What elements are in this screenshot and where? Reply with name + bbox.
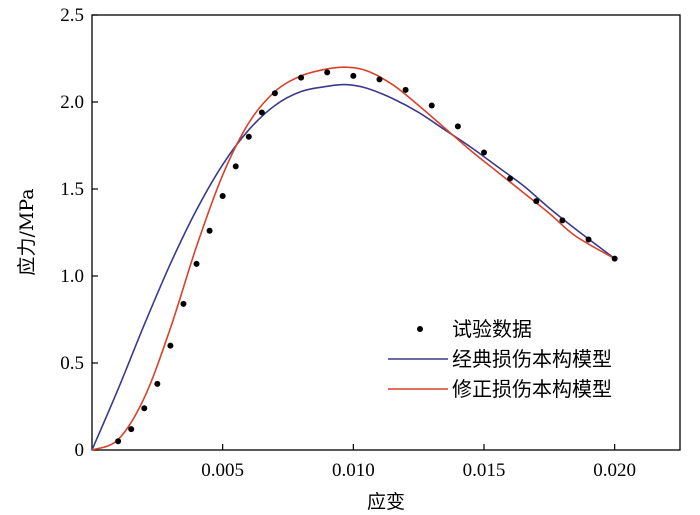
x-tick-label: 0.010 bbox=[332, 460, 375, 481]
test-data-point bbox=[154, 380, 161, 387]
test-data-point bbox=[258, 109, 265, 116]
legend-label-test-data: 试验数据 bbox=[452, 317, 532, 341]
test-data-point bbox=[245, 133, 252, 140]
test-data-point bbox=[324, 69, 331, 76]
test-data-point bbox=[507, 175, 514, 182]
test-data-point bbox=[193, 260, 200, 267]
test-data-point bbox=[611, 255, 618, 262]
test-data-point bbox=[559, 217, 566, 224]
x-tick-label: 0.020 bbox=[593, 460, 636, 481]
test-data-point bbox=[206, 227, 213, 234]
legend-marker-test-data bbox=[417, 326, 423, 332]
y-tick-label: 1.0 bbox=[60, 266, 84, 287]
test-data-point bbox=[232, 163, 239, 170]
classic-model-line bbox=[91, 83, 616, 451]
test-data-point bbox=[481, 149, 487, 156]
test-data-point bbox=[271, 90, 278, 97]
test-data-point bbox=[428, 102, 435, 109]
y-tick-label: 2.5 bbox=[60, 5, 84, 26]
x-axis-ticks: 0.005 0.010 0.015 0.020 bbox=[201, 444, 636, 481]
test-data-point bbox=[585, 236, 592, 243]
plot-frame bbox=[91, 14, 681, 451]
test-data-point bbox=[167, 342, 174, 349]
modified-model-line bbox=[91, 66, 616, 451]
test-data-point bbox=[115, 438, 122, 445]
y-axis-title: 应力/MPa bbox=[16, 188, 38, 275]
x-tick-label: 0.015 bbox=[463, 460, 506, 481]
x-axis-title: 应变 bbox=[367, 491, 405, 513]
legend-label-modified-model: 修正损伤本构模型 bbox=[452, 377, 612, 401]
y-tick-label: 2.0 bbox=[60, 92, 84, 113]
test-data-point bbox=[454, 123, 461, 130]
test-data-point bbox=[350, 72, 357, 79]
series-layer bbox=[91, 66, 618, 451]
y-tick-label: 0 bbox=[75, 440, 85, 461]
test-data-point bbox=[128, 426, 135, 433]
test-data-point bbox=[180, 300, 187, 307]
legend: 试验数据 经典损伤本构模型 修正损伤本构模型 bbox=[388, 317, 612, 401]
test-data-point bbox=[298, 74, 305, 81]
legend-label-classic-model: 经典损伤本构模型 bbox=[452, 347, 612, 371]
test-data-point bbox=[376, 76, 383, 83]
test-data-point bbox=[141, 405, 148, 412]
test-data-point bbox=[533, 198, 540, 205]
test-data-point bbox=[402, 86, 409, 93]
y-tick-label: 0.5 bbox=[60, 353, 84, 374]
test-data-point bbox=[219, 192, 226, 199]
y-tick-label: 1.5 bbox=[60, 179, 84, 200]
x-tick-label: 0.005 bbox=[201, 460, 244, 481]
